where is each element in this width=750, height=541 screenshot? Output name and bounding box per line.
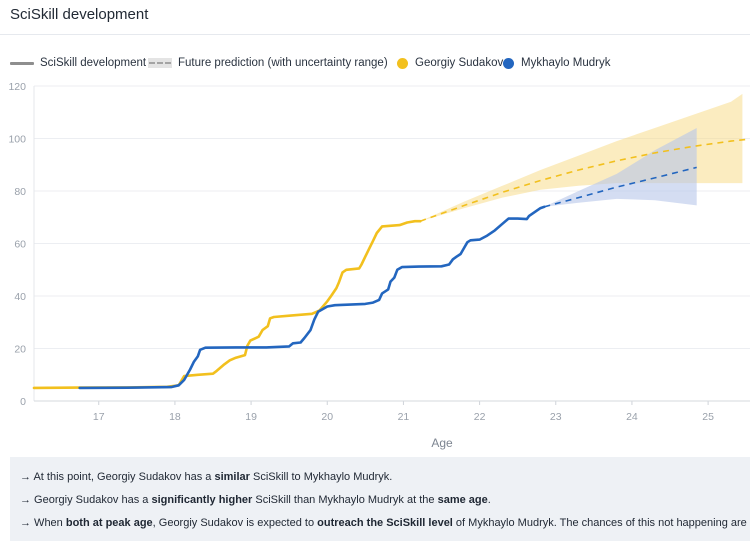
legend-item-player2[interactable]: Mykhaylo Mudryk xyxy=(503,57,610,69)
series-line-player1 xyxy=(32,219,422,390)
insight-text: → Georgiy Sudakov has a xyxy=(20,494,152,506)
legend-item-prediction[interactable]: Future prediction (with uncertainty rang… xyxy=(148,57,388,69)
insight-emphasis: both at peak age xyxy=(65,517,153,529)
x-tick-label: 19 xyxy=(245,411,257,423)
legend-label-player1: Georgiy Sudakov xyxy=(415,57,504,69)
legend-label-sciskill: SciSkill development xyxy=(40,57,147,69)
uncertainty-band-player2 xyxy=(544,128,697,207)
series-line-player2 xyxy=(78,205,546,390)
y-tick-label: 40 xyxy=(14,291,26,303)
legend-label-player2: Mykhaylo Mudryk xyxy=(521,57,611,69)
x-axis-label: Age xyxy=(431,436,453,450)
x-tick-label: 25 xyxy=(702,411,714,423)
prediction-line-player2 xyxy=(544,166,697,208)
insight-emphasis: same age xyxy=(437,494,488,506)
insight-emphasis: similar xyxy=(214,471,250,483)
insight-emphasis: significantly higher xyxy=(151,494,253,506)
y-tick-label: 60 xyxy=(14,239,26,251)
dashed-line-icon xyxy=(148,58,172,68)
legend-item-player1[interactable]: Georgiy Sudakov xyxy=(397,57,503,69)
y-tick-label: 100 xyxy=(8,134,26,146)
player1-dot-icon xyxy=(397,57,408,69)
player2-dot-icon xyxy=(503,57,514,69)
insight-text: SciSkill than Mykhaylo Mudryk at the xyxy=(252,494,438,506)
insight-text: → At this point, Georgiy Sudakov has a xyxy=(20,471,215,483)
insight-text: , Georgiy Sudakov is expected to xyxy=(152,517,318,529)
insights-panel: → At this point, Georgiy Sudakov has a s… xyxy=(10,457,750,541)
insight-emphasis: outreach the SciSkill level xyxy=(317,517,453,529)
x-tick-label: 22 xyxy=(474,411,486,423)
legend-label-prediction: Future prediction (with uncertainty rang… xyxy=(178,57,388,69)
x-tick-label: 18 xyxy=(169,411,181,423)
x-tick-label: 24 xyxy=(626,411,638,423)
x-tick-label: 23 xyxy=(550,411,562,423)
page-title: SciSkill development xyxy=(10,6,149,23)
insight-text: → When xyxy=(20,517,66,529)
title-bar xyxy=(0,0,750,35)
y-tick-label: 120 xyxy=(8,81,26,93)
x-tick-label: 17 xyxy=(93,411,105,423)
y-tick-label: 0 xyxy=(20,396,26,408)
insight-line: → Georgiy Sudakov has a significantly hi… xyxy=(20,494,491,506)
prediction-line-player1 xyxy=(419,138,750,222)
uncertainty-band-player1 xyxy=(420,93,743,222)
insight-line: → At this point, Georgiy Sudakov has a s… xyxy=(20,471,392,483)
legend-item-sciskill[interactable]: SciSkill development xyxy=(10,57,146,69)
solid-line-icon xyxy=(10,61,34,65)
x-tick-label: 21 xyxy=(398,411,410,423)
insight-text: SciSkill to Mykhaylo Mudryk. xyxy=(249,471,393,483)
y-tick-label: 20 xyxy=(14,344,26,356)
y-tick-label: 80 xyxy=(14,186,26,198)
insight-line: → When both at peak age, Georgiy Sudakov… xyxy=(20,517,750,529)
sciskill-chart: 0 20 40 60 80 100 120 17 18 19 20 21 22 23 24 25 Age xyxy=(8,81,750,450)
x-tick-label: 20 xyxy=(321,411,333,423)
insight-text: . xyxy=(487,494,491,506)
insight-text: of Mykhaylo Mudryk. The chances of this … xyxy=(452,517,750,529)
